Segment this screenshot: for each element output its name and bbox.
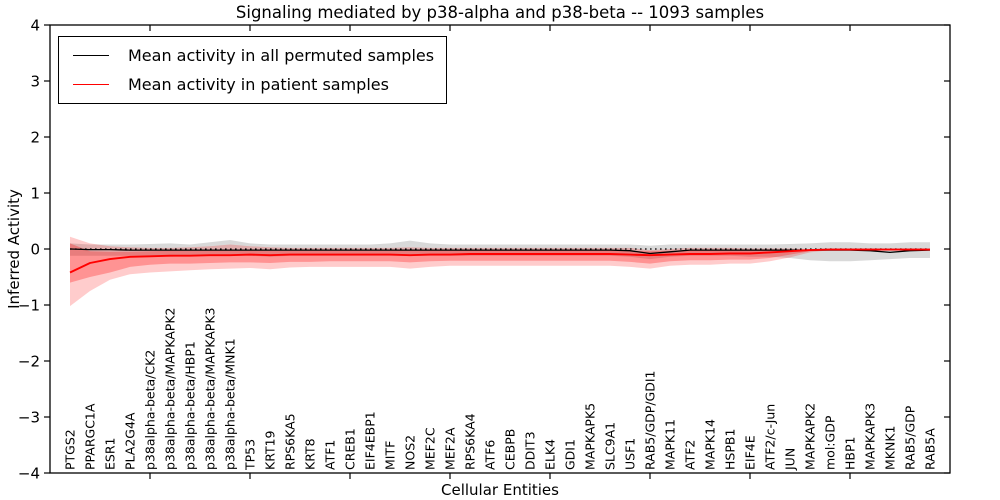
x-category-label: ATF1 bbox=[323, 440, 338, 470]
chart-title: Signaling mediated by p38-alpha and p38-… bbox=[235, 3, 765, 22]
y-tick-labels: −4 −3 −2 −1 0 1 2 3 4 bbox=[18, 17, 40, 483]
x-category-label: MAPKAPK5 bbox=[583, 403, 598, 470]
y-tick-label: 1 bbox=[30, 185, 40, 203]
y-tick-label: −4 bbox=[18, 465, 40, 483]
x-category-label: HSPB1 bbox=[723, 429, 738, 470]
x-category-label: MEF2C bbox=[423, 427, 438, 470]
x-category-label: TP53 bbox=[243, 439, 258, 471]
x-category-label: EIF4E bbox=[743, 435, 758, 470]
y-tick-label: −3 bbox=[18, 409, 40, 427]
permuted-line-sample-icon bbox=[73, 55, 109, 56]
legend-label-permuted: Mean activity in all permuted samples bbox=[128, 46, 435, 65]
x-category-label: KRT8 bbox=[303, 438, 318, 470]
axis-ticks bbox=[44, 24, 950, 479]
patient-mean-line bbox=[69, 248, 930, 274]
x-category-label: GDI1 bbox=[563, 439, 578, 470]
x-category-label: ELK4 bbox=[543, 439, 558, 470]
x-category-label: RPS6KA4 bbox=[463, 413, 478, 470]
x-category-label: p38alpha-beta/MAPKAPK3 bbox=[203, 308, 218, 471]
x-category-label: MITF bbox=[383, 441, 398, 470]
x-category-label: MAPK14 bbox=[703, 419, 718, 470]
x-category-label: EIF4EBP1 bbox=[363, 411, 378, 470]
y-tick-label: −1 bbox=[18, 297, 40, 315]
x-category-label: SLC9A1 bbox=[603, 422, 618, 470]
x-category-label: RAB5/GDP bbox=[903, 405, 918, 470]
x-category-label: mol:GDP bbox=[823, 415, 838, 470]
x-category-label: MAPK11 bbox=[663, 419, 678, 470]
legend-row-patient: Mean activity in patient samples bbox=[71, 71, 434, 98]
y-tick-label: −2 bbox=[18, 353, 40, 371]
confidence-bands bbox=[70, 236, 930, 307]
x-category-label: PLA2G4A bbox=[123, 412, 138, 470]
y-tick-label: 3 bbox=[30, 73, 40, 91]
x-category-label: p38alpha-beta/MAPKAPK2 bbox=[163, 308, 178, 471]
x-category-label: NOS2 bbox=[403, 435, 418, 470]
x-category-label: MAPKAPK3 bbox=[863, 403, 878, 470]
y-tick-label: 4 bbox=[30, 17, 40, 35]
x-category-label: MKNK1 bbox=[883, 426, 898, 470]
x-category-label: ATF2/c-Jun bbox=[763, 404, 778, 470]
permuted-mean-line bbox=[69, 248, 931, 255]
x-category-label: USF1 bbox=[623, 438, 638, 470]
patient-line-sample-icon bbox=[73, 84, 109, 85]
legend-label-patient: Mean activity in patient samples bbox=[128, 75, 389, 94]
x-category-label: MEF2A bbox=[443, 427, 458, 470]
x-category-label: p38alpha-beta/HBP1 bbox=[183, 341, 198, 470]
x-category-labels: PTGS2 PPARGC1A ESR1 PLA2G4A p38alpha-beta/CK… bbox=[63, 308, 938, 472]
y-tick-label: 0 bbox=[30, 241, 40, 259]
x-category-label: PPARGC1A bbox=[83, 403, 98, 470]
x-category-label: HBP1 bbox=[843, 437, 858, 470]
x-category-label: p38alpha-beta/CK2 bbox=[143, 350, 158, 470]
x-axis-label: Cellular Entities bbox=[441, 481, 559, 499]
legend-box: Mean activity in all permuted samples Me… bbox=[58, 36, 448, 104]
x-category-label: KRT19 bbox=[263, 430, 278, 470]
x-category-label: ATF6 bbox=[483, 440, 498, 470]
x-category-label: DDIT3 bbox=[523, 431, 538, 470]
x-category-label: JUN bbox=[783, 448, 798, 471]
x-category-label: RPS6KA5 bbox=[283, 413, 298, 470]
x-category-label: p38alpha-beta/MNK1 bbox=[223, 338, 238, 470]
x-category-label: MAPKAPK2 bbox=[803, 403, 818, 470]
x-category-label: PTGS2 bbox=[63, 429, 78, 470]
x-category-label: ESR1 bbox=[103, 438, 118, 470]
x-category-label: CREB1 bbox=[343, 428, 358, 470]
series-lines bbox=[69, 248, 931, 274]
x-category-label: ATF2 bbox=[683, 440, 698, 470]
legend-row-permuted: Mean activity in all permuted samples bbox=[71, 42, 434, 69]
x-category-label: RAB5A bbox=[923, 428, 938, 470]
x-category-label: CEBPB bbox=[503, 429, 518, 470]
x-category-label: RAB5/GDP/GDI1 bbox=[643, 371, 658, 470]
y-tick-label: 2 bbox=[30, 129, 40, 147]
